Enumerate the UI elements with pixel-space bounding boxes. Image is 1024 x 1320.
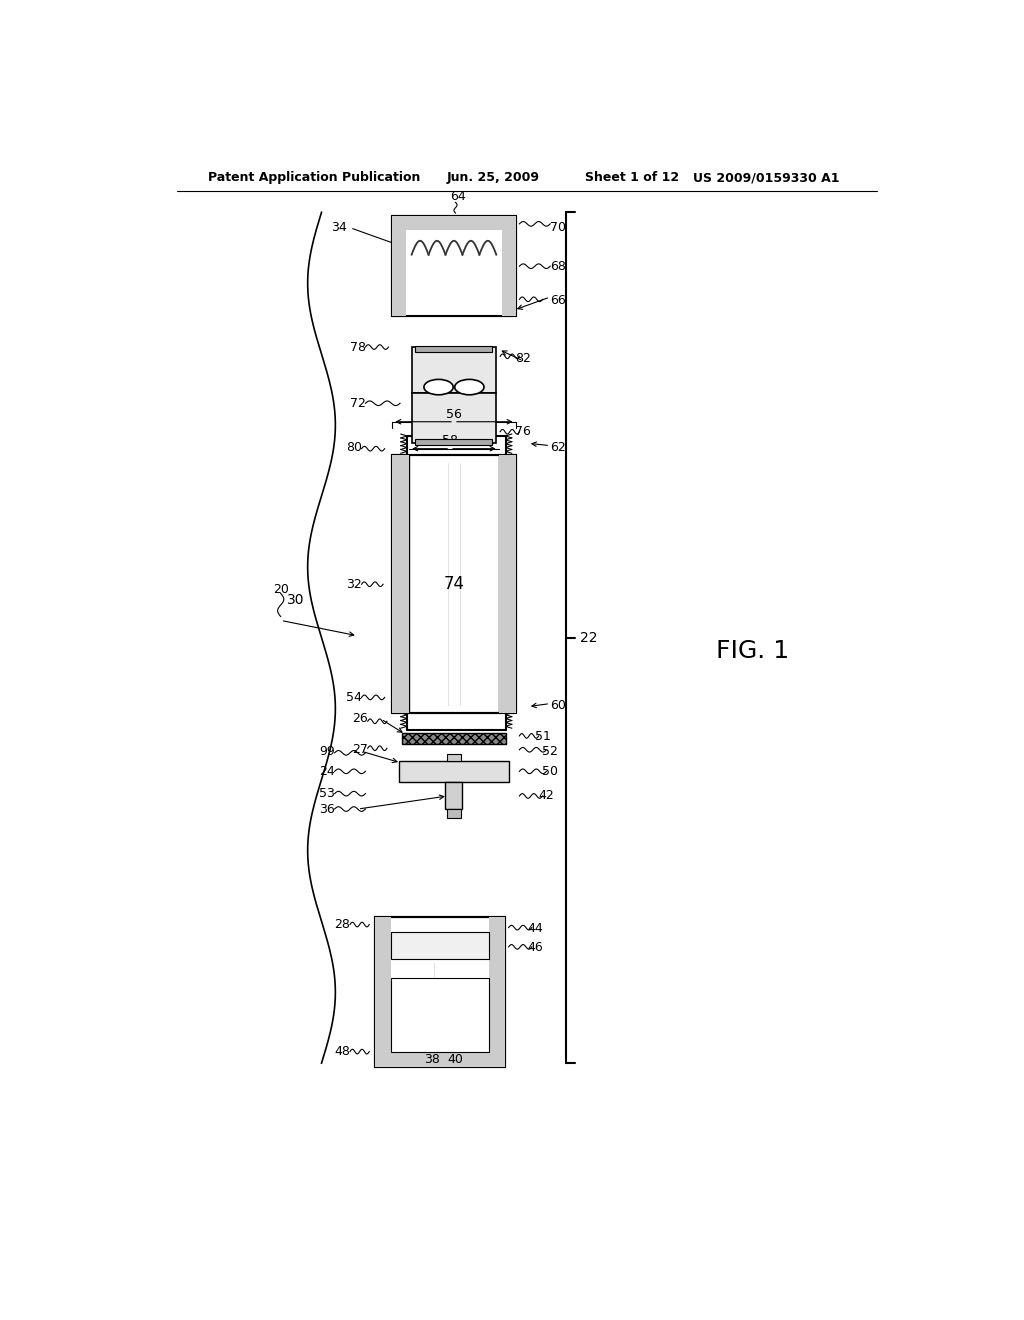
Text: 20: 20 [272, 583, 289, 597]
Bar [391, 978, 489, 1052]
Text: 66: 66 [550, 294, 566, 308]
Bar [391, 932, 489, 960]
Text: 82: 82 [515, 352, 531, 366]
Bar [392, 455, 515, 713]
Bar [499, 455, 515, 713]
Text: 24: 24 [319, 764, 335, 777]
Text: 51: 51 [535, 730, 551, 743]
Bar [502, 216, 515, 317]
Text: 48: 48 [335, 1045, 350, 1059]
Text: 50: 50 [543, 764, 558, 777]
Bar [416, 438, 493, 445]
Bar [416, 346, 493, 351]
Bar [376, 917, 505, 1067]
Bar [412, 393, 497, 444]
Text: Jun. 25, 2009: Jun. 25, 2009 [446, 172, 540, 185]
Text: 56: 56 [446, 408, 462, 421]
Text: 30: 30 [288, 593, 305, 607]
Text: FIG. 1: FIG. 1 [716, 639, 788, 663]
Text: 34: 34 [331, 222, 346, 234]
Bar [376, 917, 391, 1067]
Text: 32: 32 [346, 578, 361, 591]
Bar [392, 216, 515, 230]
Text: 78: 78 [350, 341, 366, 354]
Text: 80: 80 [346, 441, 361, 454]
Bar [489, 917, 505, 1067]
Text: 27: 27 [352, 743, 368, 756]
Text: 62: 62 [550, 441, 566, 454]
Bar [392, 455, 410, 713]
Text: Sheet 1 of 12: Sheet 1 of 12 [585, 172, 679, 185]
Text: 22: 22 [580, 631, 597, 645]
Text: 74: 74 [443, 576, 465, 593]
Text: 54: 54 [346, 690, 361, 704]
Bar [392, 216, 515, 317]
Ellipse shape [424, 379, 454, 395]
Text: 70: 70 [550, 222, 566, 234]
Text: 44: 44 [527, 921, 544, 935]
Bar [412, 347, 497, 393]
Text: US 2009/0159330 A1: US 2009/0159330 A1 [692, 172, 839, 185]
Text: 52: 52 [543, 744, 558, 758]
Bar [398, 760, 509, 781]
Text: 28: 28 [335, 917, 350, 931]
Text: 68: 68 [550, 260, 566, 273]
Text: 76: 76 [515, 425, 531, 438]
Text: 36: 36 [319, 803, 335, 816]
Text: Patent Application Publication: Patent Application Publication [208, 172, 420, 185]
Text: 26: 26 [352, 713, 368, 726]
Bar [392, 216, 407, 317]
Ellipse shape [455, 379, 484, 395]
Text: 99: 99 [319, 744, 335, 758]
Bar [447, 755, 461, 760]
Bar [445, 781, 463, 809]
Text: 53: 53 [318, 787, 335, 800]
Text: 42: 42 [539, 789, 554, 803]
Bar [447, 809, 461, 818]
Text: 64: 64 [450, 190, 466, 203]
Text: 72: 72 [350, 397, 366, 409]
Bar [401, 733, 506, 743]
Text: 38: 38 [425, 1053, 440, 1065]
Bar [376, 1052, 505, 1067]
Text: 40: 40 [447, 1053, 464, 1065]
Text: 46: 46 [527, 941, 544, 954]
Text: 58: 58 [442, 434, 458, 447]
Text: 60: 60 [550, 698, 566, 711]
